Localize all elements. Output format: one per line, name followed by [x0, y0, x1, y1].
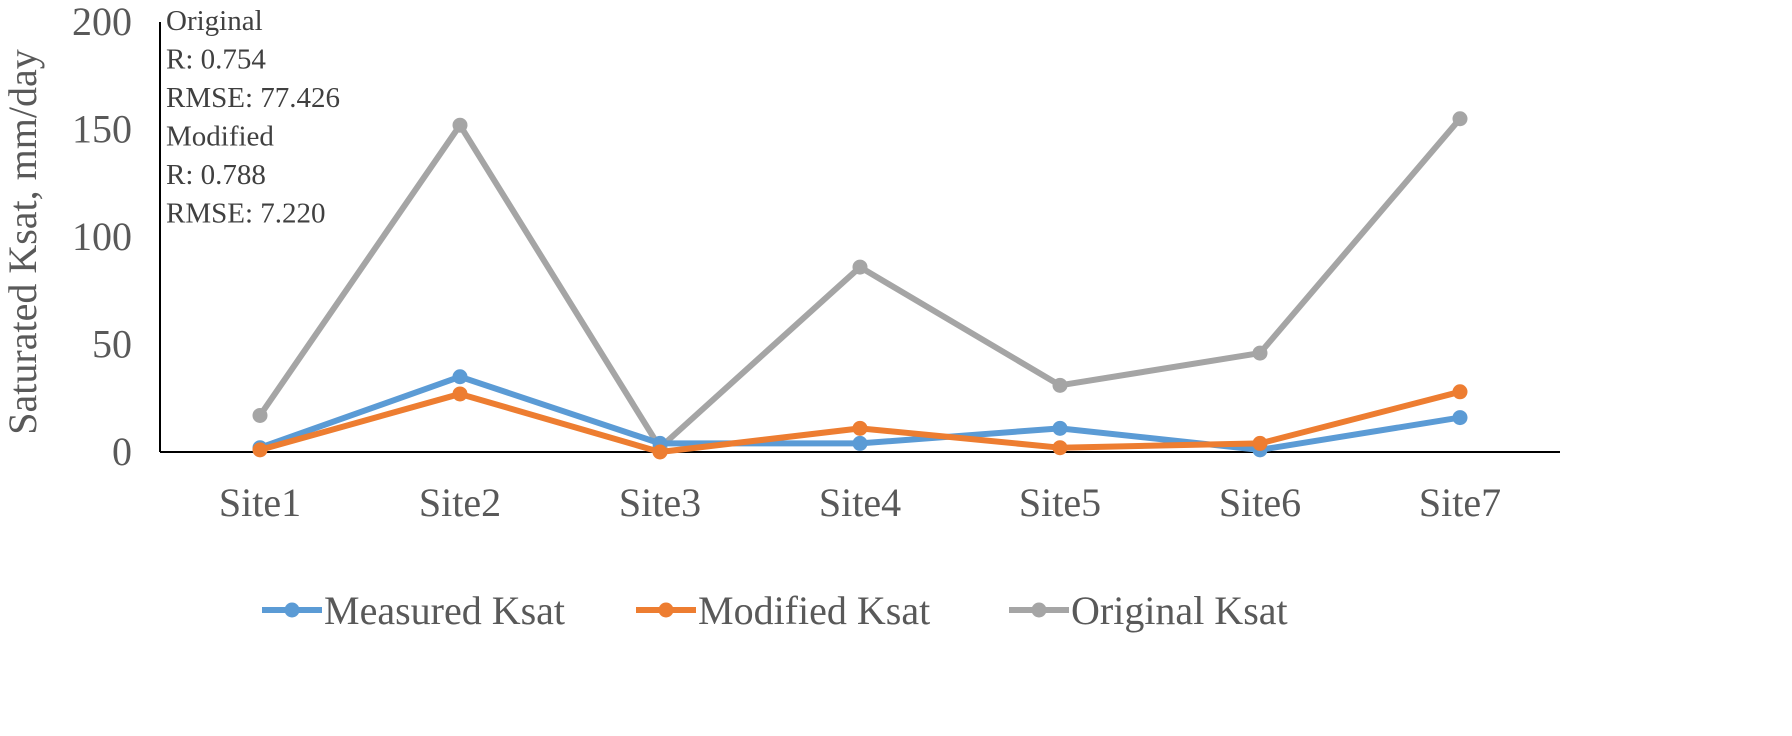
data-point-measured-ksat [452, 369, 468, 385]
series-original-ksat [252, 111, 1468, 456]
data-point-measured-ksat [1452, 410, 1468, 426]
annotation-line: Original [166, 5, 263, 37]
series-measured-ksat [252, 369, 1468, 458]
legend-label: Modified Ksat [698, 588, 930, 633]
legend-item-original-ksat: Original Ksat [1009, 588, 1288, 633]
data-point-original-ksat [1452, 111, 1468, 127]
series-modified-ksat [252, 384, 1468, 460]
y-tick-labels: 0 50 100 150 200 [72, 0, 132, 474]
legend-item-measured-ksat: Measured Ksat [262, 588, 565, 633]
data-point-modified-ksat [852, 420, 868, 436]
data-point-original-ksat [852, 259, 868, 275]
data-point-modified-ksat [652, 444, 668, 460]
x-tick-label: Site4 [819, 480, 901, 525]
y-tick-label: 50 [92, 322, 132, 367]
y-tick-label: 0 [112, 429, 132, 474]
data-point-modified-ksat [452, 386, 468, 402]
x-tick-label: Site3 [619, 480, 701, 525]
legend-swatch-marker [658, 602, 674, 618]
data-point-original-ksat [1252, 345, 1268, 361]
x-tick-label: Site7 [1419, 480, 1501, 525]
legend-swatch-marker [1031, 602, 1047, 618]
y-axis: 0 50 100 150 200 [72, 0, 161, 474]
x-tick-label: Site1 [219, 480, 301, 525]
series-layer [252, 111, 1468, 460]
annotation-line: R: 0.754 [166, 44, 266, 76]
x-axis: Site1 Site2 Site3 Site4 Site5 Site6 Site7 [160, 451, 1560, 525]
legend-item-modified-ksat: Modified Ksat [636, 588, 930, 633]
annotation-line: Modified [166, 121, 274, 153]
data-point-modified-ksat [1252, 435, 1268, 451]
data-point-modified-ksat [1052, 440, 1068, 456]
y-tick-label: 150 [72, 107, 132, 152]
annotation-line: R: 0.788 [166, 159, 266, 191]
x-tick-labels: Site1 Site2 Site3 Site4 Site5 Site6 Site7 [219, 480, 1501, 525]
y-tick-label: 200 [72, 0, 132, 44]
x-tick-label: Site6 [1219, 480, 1301, 525]
data-point-modified-ksat [252, 442, 268, 458]
stats-annotation: Original R: 0.754 RMSE: 77.426 Modified R: 0… [166, 5, 340, 230]
x-tick-label: Site2 [419, 480, 501, 525]
data-point-original-ksat [252, 407, 268, 423]
annotation-line: RMSE: 77.426 [166, 82, 340, 114]
data-point-original-ksat [1052, 377, 1068, 393]
data-point-original-ksat [452, 117, 468, 133]
legend: Measured Ksat Modified Ksat Original Ksat [262, 588, 1288, 633]
annotation-line: RMSE: 7.220 [166, 198, 326, 230]
y-tick-label: 100 [72, 214, 132, 259]
legend-swatch-marker [284, 602, 300, 618]
legend-label: Measured Ksat [324, 588, 565, 633]
data-point-measured-ksat [1052, 420, 1068, 436]
data-point-measured-ksat [852, 435, 868, 451]
data-point-modified-ksat [1452, 384, 1468, 400]
x-tick-label: Site5 [1019, 480, 1101, 525]
y-axis-title: Saturated Ksat, mm/day [0, 49, 45, 434]
legend-label: Original Ksat [1071, 588, 1288, 633]
